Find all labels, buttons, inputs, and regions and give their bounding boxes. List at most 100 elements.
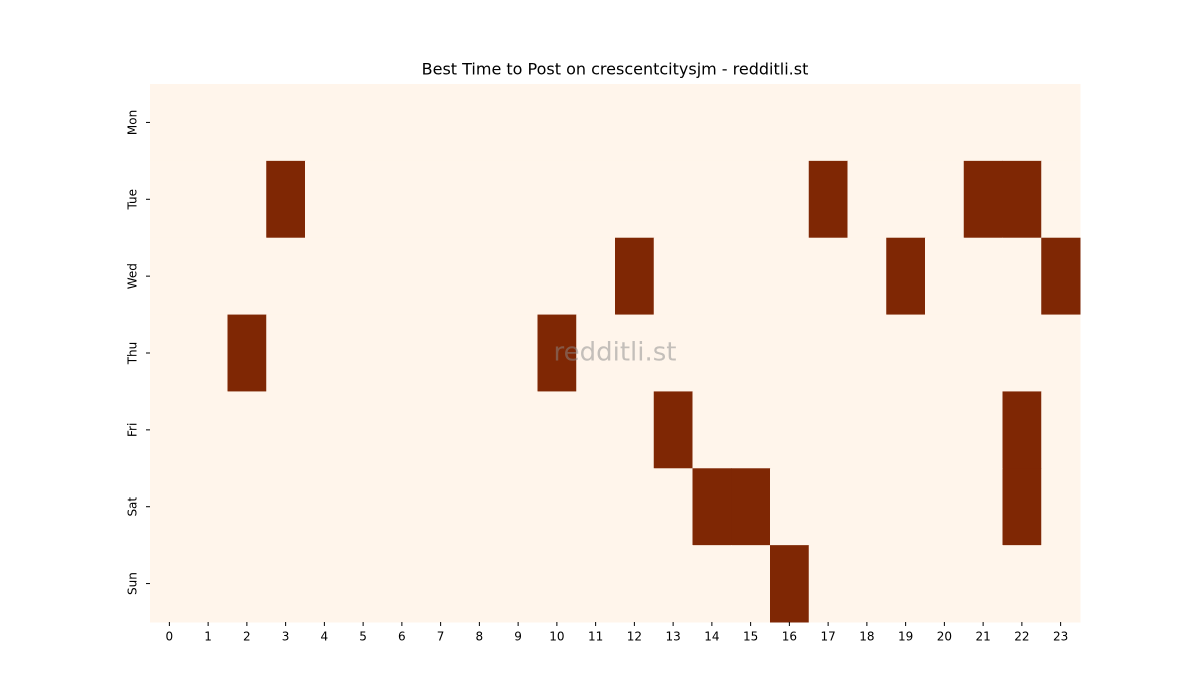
cell	[343, 314, 383, 392]
cell	[692, 314, 732, 392]
cell	[692, 468, 732, 546]
watermark: redditli.st	[554, 338, 677, 368]
y-tick-label: Thu	[126, 342, 140, 366]
cell	[305, 314, 345, 392]
cell	[188, 237, 228, 316]
cell	[886, 160, 926, 239]
x-tick-label: 14	[704, 630, 719, 644]
cell	[1041, 84, 1081, 162]
cell	[382, 391, 422, 469]
x-tick-label: 10	[549, 630, 564, 644]
cell	[343, 237, 383, 316]
cell	[150, 237, 190, 316]
cell	[1041, 160, 1081, 239]
cell	[460, 391, 500, 469]
cell	[808, 237, 848, 316]
cell	[692, 237, 732, 316]
cell	[770, 160, 810, 239]
cell	[421, 84, 461, 162]
cell	[498, 468, 538, 546]
cell	[653, 84, 693, 162]
cell	[1002, 391, 1042, 469]
cell	[925, 314, 965, 392]
cell	[963, 391, 1003, 469]
chart-title: Best Time to Post on crescentcitysjm - r…	[422, 60, 809, 79]
cell	[266, 314, 306, 392]
x-tick-label: 18	[859, 630, 874, 644]
cell	[227, 468, 267, 546]
cell	[150, 468, 190, 546]
x-tick-label: 9	[514, 630, 522, 644]
x-tick-label: 23	[1053, 630, 1068, 644]
cell	[847, 314, 887, 392]
cell	[1041, 237, 1081, 316]
cell	[188, 468, 228, 546]
x-tick-label: 12	[627, 630, 642, 644]
cell	[421, 160, 461, 239]
cell	[188, 84, 228, 162]
cell	[615, 391, 655, 469]
cell	[1002, 545, 1042, 623]
cell	[343, 468, 383, 546]
cell	[188, 160, 228, 239]
cell	[1041, 391, 1081, 469]
cell	[886, 545, 926, 623]
x-tick-label: 4	[321, 630, 329, 644]
cell	[925, 468, 965, 546]
cell	[770, 314, 810, 392]
cell	[731, 237, 771, 316]
cell	[150, 545, 190, 623]
cell	[770, 545, 810, 623]
cell	[847, 391, 887, 469]
cell	[615, 160, 655, 239]
cell	[421, 391, 461, 469]
cell	[847, 160, 887, 239]
cell	[227, 314, 267, 392]
cell	[382, 84, 422, 162]
cell	[460, 545, 500, 623]
cell	[227, 160, 267, 239]
cell	[382, 468, 422, 546]
cell	[150, 160, 190, 239]
cell	[808, 545, 848, 623]
cell	[266, 391, 306, 469]
y-tick-label: Mon	[126, 110, 140, 135]
heatmap	[150, 84, 1081, 623]
cell	[537, 237, 577, 316]
y-tick-label: Sun	[126, 572, 140, 595]
cell	[1041, 545, 1081, 623]
cell	[808, 314, 848, 392]
cell	[770, 237, 810, 316]
cell	[537, 545, 577, 623]
cell	[963, 545, 1003, 623]
cell	[382, 237, 422, 316]
cell	[886, 84, 926, 162]
x-tick-label: 8	[476, 630, 484, 644]
y-tick-label: Fri	[126, 423, 140, 437]
cell	[188, 391, 228, 469]
cell	[460, 468, 500, 546]
cell	[576, 391, 616, 469]
x-tick-label: 19	[898, 630, 913, 644]
cell	[653, 545, 693, 623]
cell	[421, 545, 461, 623]
cell	[886, 468, 926, 546]
cell	[576, 160, 616, 239]
cell	[266, 160, 306, 239]
cell	[460, 237, 500, 316]
cell	[382, 314, 422, 392]
cell	[925, 160, 965, 239]
cell	[615, 314, 655, 392]
cell	[925, 84, 965, 162]
cell	[537, 468, 577, 546]
cell	[266, 468, 306, 546]
x-tick-label: 15	[743, 630, 758, 644]
cell	[1002, 468, 1042, 546]
cell	[731, 160, 771, 239]
cell	[305, 545, 345, 623]
cell	[808, 84, 848, 162]
cell	[537, 160, 577, 239]
cell	[460, 160, 500, 239]
cell	[498, 160, 538, 239]
cell	[343, 391, 383, 469]
